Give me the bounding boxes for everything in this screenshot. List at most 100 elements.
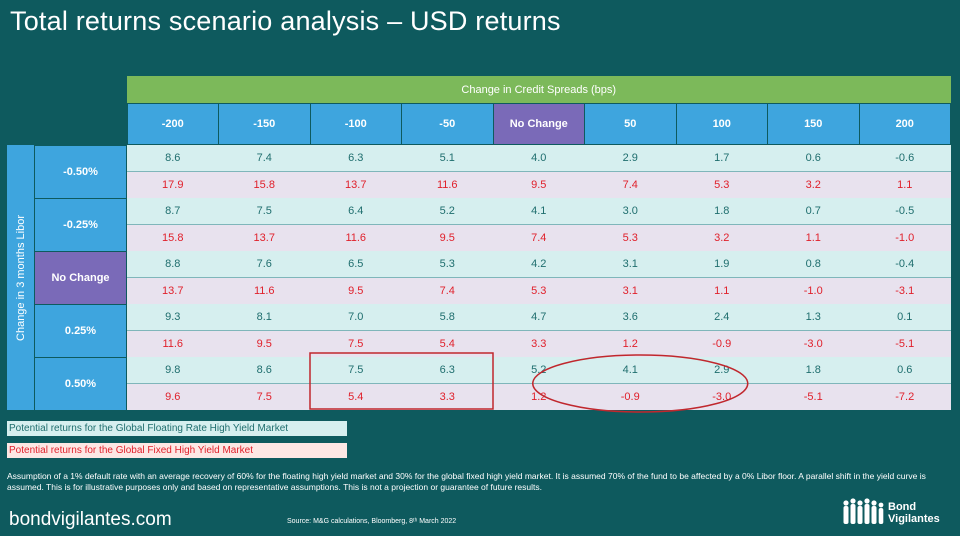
floating-rate-value: -0.5 [859, 198, 951, 225]
fixed-rate-value: -1.0 [859, 224, 951, 251]
column-header: 50 [585, 104, 676, 144]
floating-rate-value: 8.6 [218, 357, 310, 384]
fixed-rate-value: 7.5 [218, 383, 310, 410]
fixed-rate-value: 7.4 [493, 224, 585, 251]
fixed-rate-value: 1.1 [859, 171, 951, 198]
fixed-rate-value: 5.3 [584, 224, 676, 251]
floating-rate-value: 1.8 [767, 357, 859, 384]
column-header: 200 [859, 104, 950, 144]
fixed-rate-value: 1.2 [584, 330, 676, 357]
column-header: 150 [768, 104, 859, 144]
floating-rate-value: 7.6 [218, 251, 310, 278]
fixed-rate-value: 3.3 [401, 383, 493, 410]
highlight-box [309, 352, 494, 410]
floating-rate-value: 3.6 [584, 304, 676, 331]
floating-rate-value: 9.8 [127, 357, 219, 384]
floating-rate-value: 0.8 [767, 251, 859, 278]
floating-rate-value: 5.1 [401, 145, 493, 172]
floating-rate-value: 0.6 [859, 357, 951, 384]
floating-rate-value: 4.1 [493, 198, 585, 225]
floating-rate-value: 1.9 [676, 251, 768, 278]
fixed-rate-value: -5.1 [859, 330, 951, 357]
footnote: Assumption of a 1% default rate with an … [7, 471, 926, 492]
floating-rate-value: 9.3 [127, 304, 219, 331]
floating-rate-value: 4.7 [493, 304, 585, 331]
column-header: -150 [219, 104, 310, 144]
floating-rate-value: 6.3 [310, 145, 402, 172]
fixed-rate-value: 9.5 [218, 330, 310, 357]
floating-rate-value: 3.0 [584, 198, 676, 225]
floating-rate-value: -0.6 [859, 145, 951, 172]
floating-rate-value: 7.4 [218, 145, 310, 172]
floating-rate-value: 5.8 [401, 304, 493, 331]
row-title: Change in 3 months Libor [7, 145, 34, 410]
floating-rate-value: 4.0 [493, 145, 585, 172]
column-header: No Change [493, 104, 584, 144]
floating-rate-value: 1.8 [676, 198, 768, 225]
fixed-rate-value: -0.9 [584, 383, 676, 410]
fixed-rate-value: -7.2 [859, 383, 951, 410]
fixed-rate-value: -3.1 [859, 277, 951, 304]
floating-rate-value: 5.3 [401, 251, 493, 278]
fixed-rate-value: -0.9 [676, 330, 768, 357]
fixed-rate-value: 3.2 [676, 224, 768, 251]
legend-fixed-rate: Potential returns for the Global Fixed H… [7, 443, 347, 458]
fixed-rate-value: 3.3 [493, 330, 585, 357]
row-header: 0.50% [35, 357, 126, 410]
floating-rate-value: 2.9 [584, 145, 676, 172]
floating-rate-value: 8.7 [127, 198, 219, 225]
floating-rate-value: 2.9 [676, 357, 768, 384]
fixed-rate-value: 13.7 [218, 224, 310, 251]
column-header: -200 [127, 104, 218, 144]
column-header: -50 [402, 104, 493, 144]
fixed-rate-value: 5.3 [676, 171, 768, 198]
floating-rate-value: 8.6 [127, 145, 219, 172]
fixed-rate-value: 15.8 [127, 224, 219, 251]
fixed-rate-value: 13.7 [127, 277, 219, 304]
fixed-rate-value: 9.5 [401, 224, 493, 251]
floating-rate-value: 6.5 [310, 251, 402, 278]
fixed-rate-value: 3.2 [767, 171, 859, 198]
fixed-rate-value: -3.0 [767, 330, 859, 357]
brand-name: Bond Vigilantes [888, 501, 940, 525]
legend-floating-rate: Potential returns for the Global Floatin… [7, 421, 347, 436]
fixed-rate-value: -3.0 [676, 383, 768, 410]
column-title: Change in Credit Spreads (bps) [127, 76, 951, 103]
fixed-rate-value: -5.1 [767, 383, 859, 410]
floating-rate-value: 1.3 [767, 304, 859, 331]
brand-line-2: Vigilantes [888, 513, 940, 525]
floating-rate-value: 2.4 [676, 304, 768, 331]
floating-rate-value: 0.1 [859, 304, 951, 331]
fixed-rate-value: 13.7 [310, 171, 402, 198]
floating-rate-value: 8.1 [218, 304, 310, 331]
fixed-rate-value: 11.6 [127, 330, 219, 357]
brand-line-1: Bond [888, 501, 917, 513]
fixed-rate-value: 1.1 [676, 277, 768, 304]
website-link[interactable]: bondvigilantes.com [9, 509, 172, 530]
floating-rate-value: 4.1 [584, 357, 676, 384]
fixed-rate-value: 11.6 [401, 171, 493, 198]
highlight-ellipse [532, 354, 749, 413]
bond-vigilantes-logo-icon [843, 498, 884, 524]
fixed-rate-value: 17.9 [127, 171, 219, 198]
column-header: 100 [676, 104, 767, 144]
floating-rate-value: 6.4 [310, 198, 402, 225]
fixed-rate-value: 7.4 [584, 171, 676, 198]
floating-rate-value: 7.5 [218, 198, 310, 225]
row-header: 0.25% [35, 304, 126, 357]
source-note: Source: M&G calculations, Bloomberg, 8ᵗʰ… [287, 518, 457, 525]
fixed-rate-value: -1.0 [767, 277, 859, 304]
fixed-rate-value: 9.5 [493, 171, 585, 198]
column-header: -100 [310, 104, 401, 144]
floating-rate-value: 8.8 [127, 251, 219, 278]
fixed-rate-value: 5.3 [493, 277, 585, 304]
row-header: -0.25% [35, 198, 126, 251]
fixed-rate-value: 1.1 [767, 224, 859, 251]
row-header: No Change [35, 251, 126, 304]
fixed-rate-value: 9.6 [127, 383, 219, 410]
fixed-rate-value: 9.5 [310, 277, 402, 304]
floating-rate-value: 3.1 [584, 251, 676, 278]
fixed-rate-value: 15.8 [218, 171, 310, 198]
floating-rate-value: 1.7 [676, 145, 768, 172]
